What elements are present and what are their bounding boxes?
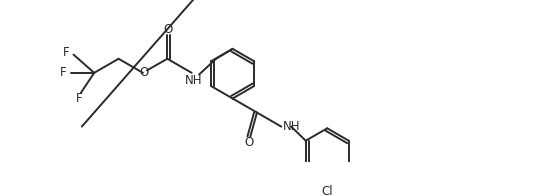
- Text: F: F: [76, 92, 83, 105]
- Text: O: O: [244, 136, 254, 149]
- Text: F: F: [63, 46, 69, 59]
- Text: NH: NH: [283, 120, 301, 133]
- Text: O: O: [139, 66, 148, 79]
- Text: O: O: [163, 23, 173, 35]
- Text: F: F: [60, 66, 67, 79]
- Text: NH: NH: [184, 74, 202, 87]
- Text: Cl: Cl: [322, 185, 333, 196]
